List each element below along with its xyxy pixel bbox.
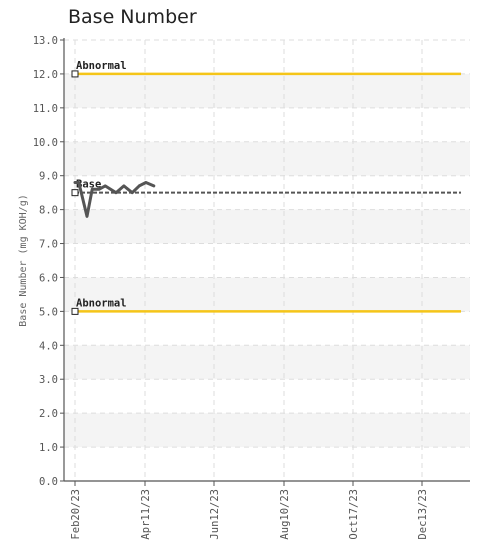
plot-band (64, 413, 470, 448)
y-tick-label: 12.0 (33, 69, 58, 81)
y-tick-label: 1.0 (39, 442, 58, 454)
y-tick-label: 6.0 (39, 272, 58, 284)
plot-band (64, 209, 470, 244)
y-tick-label: 8.0 (39, 205, 58, 217)
x-tick-label: Jun12/23 (209, 489, 221, 540)
data-point (152, 184, 155, 188)
x-tick-label: Oct17/23 (348, 489, 360, 540)
y-tick-label: 9.0 (39, 171, 58, 183)
y-tick-label: 7.0 (39, 239, 58, 251)
data-point (131, 191, 134, 194)
data-point (114, 191, 118, 194)
y-tick-label: 2.0 (39, 408, 58, 420)
data-point (77, 181, 81, 184)
y-tick-label: 11.0 (33, 103, 58, 115)
x-tick-label: Feb20/23 (70, 489, 82, 540)
plot-band (64, 345, 470, 380)
plot-band (64, 141, 470, 176)
data-point (103, 184, 107, 188)
y-tick-label: 0.0 (39, 476, 58, 488)
y-tick-label: 13.0 (33, 35, 58, 47)
reference-label-base: Base (76, 179, 101, 191)
y-tick-label: 5.0 (39, 306, 58, 318)
series-line (73, 181, 156, 218)
x-tick-label: Apr11/23 (140, 489, 152, 540)
reference-marker (71, 189, 79, 197)
y-tick-label: 10.0 (33, 137, 58, 149)
data-point (137, 184, 141, 188)
chart-title: Base Number (68, 6, 197, 28)
data-point (122, 184, 126, 188)
data-point (97, 188, 101, 191)
reference-label-abnormal: Abnormal (76, 297, 127, 309)
reference-marker (71, 70, 79, 78)
y-axis-label: Base Number (mg KOH/g) (18, 194, 29, 326)
data-point (85, 215, 89, 218)
plot-band (64, 73, 470, 108)
y-tick-label: 3.0 (39, 374, 58, 386)
y-tick-label: 4.0 (39, 340, 58, 352)
plot-band (64, 277, 470, 312)
data-point (144, 181, 148, 184)
data-point (91, 188, 94, 191)
reference-marker (71, 307, 79, 315)
reference-label-abnormal: Abnormal (76, 60, 127, 72)
x-tick-label: Aug10/23 (279, 489, 291, 540)
x-tick-label: Dec13/23 (417, 489, 429, 540)
data-point (73, 181, 77, 184)
